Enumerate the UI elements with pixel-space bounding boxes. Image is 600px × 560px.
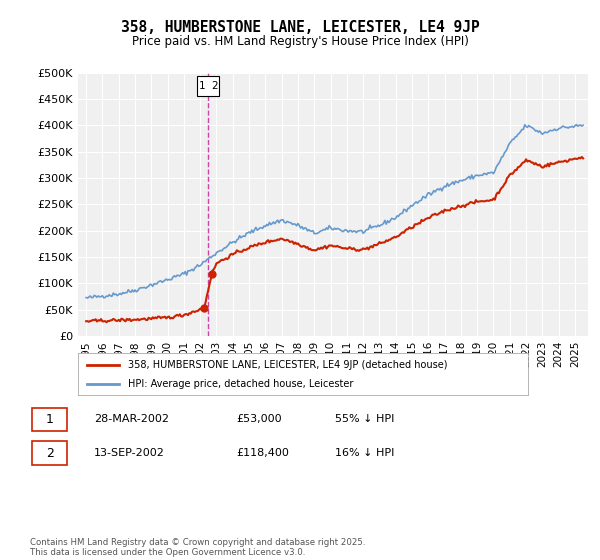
Text: 16% ↓ HPI: 16% ↓ HPI [335, 448, 394, 458]
FancyBboxPatch shape [32, 441, 67, 465]
Text: 55% ↓ HPI: 55% ↓ HPI [335, 414, 394, 424]
Text: HPI: Average price, detached house, Leicester: HPI: Average price, detached house, Leic… [128, 379, 353, 389]
Text: 358, HUMBERSTONE LANE, LEICESTER, LE4 9JP (detached house): 358, HUMBERSTONE LANE, LEICESTER, LE4 9J… [128, 360, 447, 370]
Text: £118,400: £118,400 [236, 448, 290, 458]
FancyBboxPatch shape [32, 408, 67, 431]
Text: 1: 1 [46, 413, 53, 426]
Text: 2: 2 [46, 446, 53, 460]
Text: 13-SEP-2002: 13-SEP-2002 [94, 448, 165, 458]
FancyBboxPatch shape [197, 77, 218, 96]
Text: 28-MAR-2002: 28-MAR-2002 [94, 414, 169, 424]
Text: 358, HUMBERSTONE LANE, LEICESTER, LE4 9JP: 358, HUMBERSTONE LANE, LEICESTER, LE4 9J… [121, 20, 479, 35]
Text: Contains HM Land Registry data © Crown copyright and database right 2025.
This d: Contains HM Land Registry data © Crown c… [30, 538, 365, 557]
Text: £53,000: £53,000 [236, 414, 282, 424]
Text: 2: 2 [211, 82, 218, 91]
Text: 1: 1 [199, 82, 205, 91]
Text: Price paid vs. HM Land Registry's House Price Index (HPI): Price paid vs. HM Land Registry's House … [131, 35, 469, 48]
